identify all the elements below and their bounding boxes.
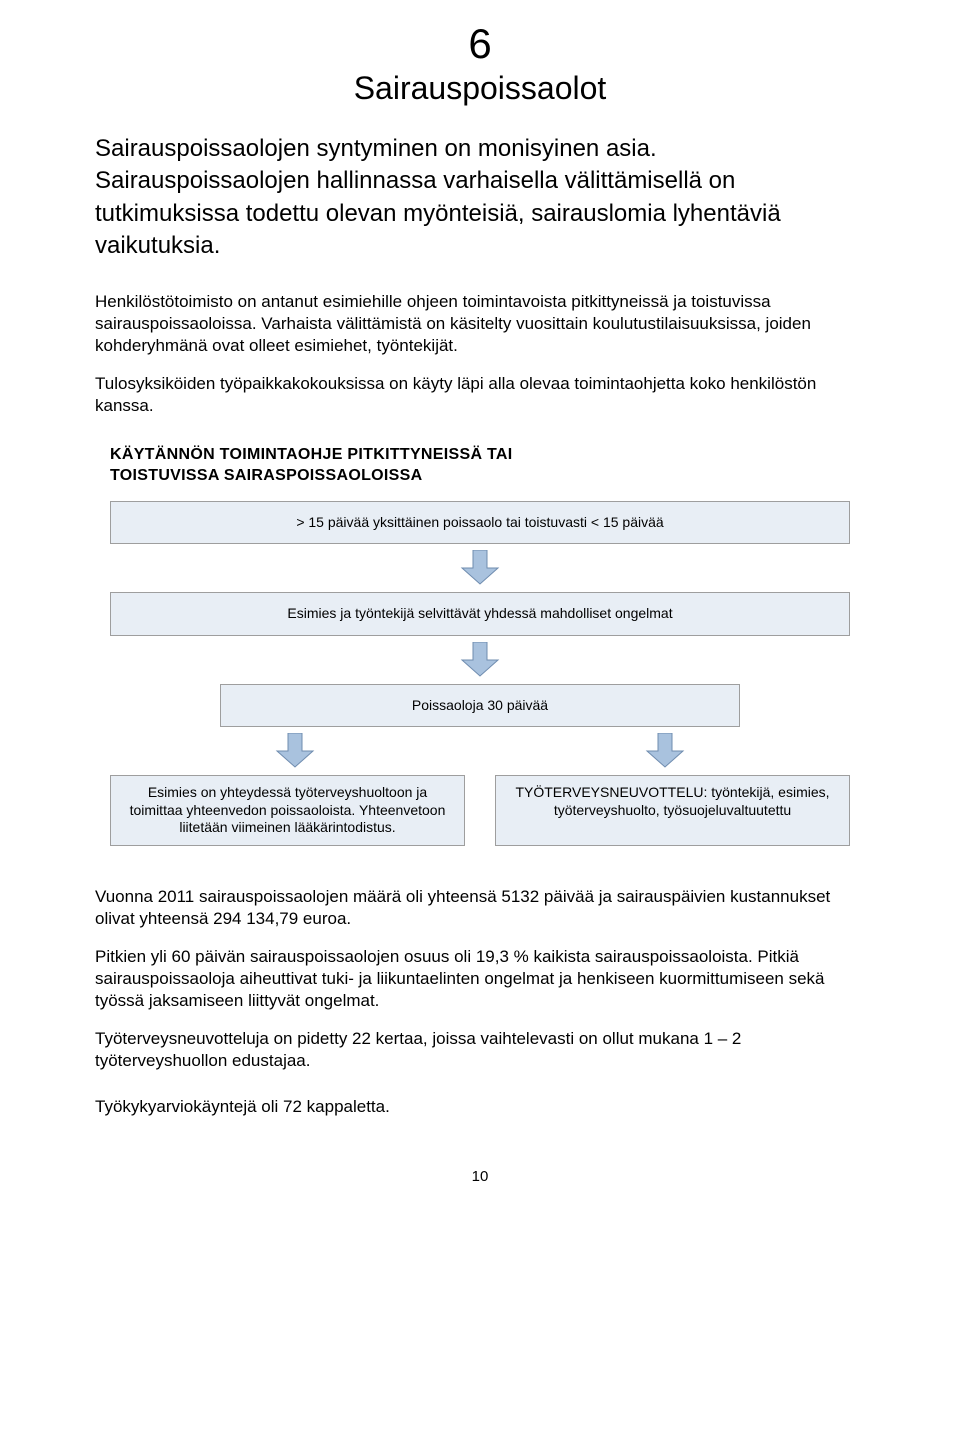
flow-box-4b: TYÖTERVEYSNEUVOTTELU: työntekijä, esimie… (495, 775, 850, 846)
body-paragraph-6: Työkykyarviokäyntejä oli 72 kappaletta. (95, 1096, 865, 1118)
flow-arrow-2 (110, 642, 850, 678)
flowchart-title: KÄYTÄNNÖN TOIMINTAOHJE PITKITTYNEISSÄ TA… (110, 445, 850, 487)
body-paragraph-5: Työterveysneuvotteluja on pidetty 22 ker… (95, 1028, 865, 1072)
chapter-title: Sairauspoissaolot (95, 70, 865, 107)
footer-page-number: 10 (95, 1168, 865, 1185)
body-paragraph-1: Henkilöstötoimisto on antanut esimiehill… (95, 291, 865, 357)
arrow-down-icon (643, 733, 687, 769)
flow-box-4a: Esimies on yhteydessä työterveyshuoltoon… (110, 775, 465, 846)
flowchart-title-line2: TOISTUVISSA SAIRASPOISSAOLOISSA (110, 467, 422, 484)
arrow-down-icon (458, 642, 502, 678)
arrow-down-icon (458, 550, 502, 586)
page-number-top: 6 (95, 20, 865, 68)
body-paragraph-4: Pitkien yli 60 päivän sairauspoissaoloje… (95, 946, 865, 1012)
flow-box-3: Poissaoloja 30 päivää (220, 684, 740, 728)
flow-box-1: > 15 päivää yksittäinen poissaolo tai to… (110, 501, 850, 545)
flow-box-2: Esimies ja työntekijä selvittävät yhdess… (110, 592, 850, 636)
arrow-down-icon (273, 733, 317, 769)
intro-paragraph: Sairauspoissaolojen syntyminen on monisy… (95, 133, 865, 263)
body-paragraph-3: Vuonna 2011 sairauspoissaolojen määrä ol… (95, 886, 865, 930)
flow-arrow-1 (110, 550, 850, 586)
flowchart-title-line1: KÄYTÄNNÖN TOIMINTAOHJE PITKITTYNEISSÄ TA… (110, 446, 513, 463)
body-paragraph-2: Tulosyksiköiden työpaikkakokouksissa on … (95, 373, 865, 417)
flowchart: KÄYTÄNNÖN TOIMINTAOHJE PITKITTYNEISSÄ TA… (95, 445, 865, 846)
flow-arrow-split (110, 733, 850, 769)
flow-row-bottom: Esimies on yhteydessä työterveyshuoltoon… (110, 775, 850, 846)
